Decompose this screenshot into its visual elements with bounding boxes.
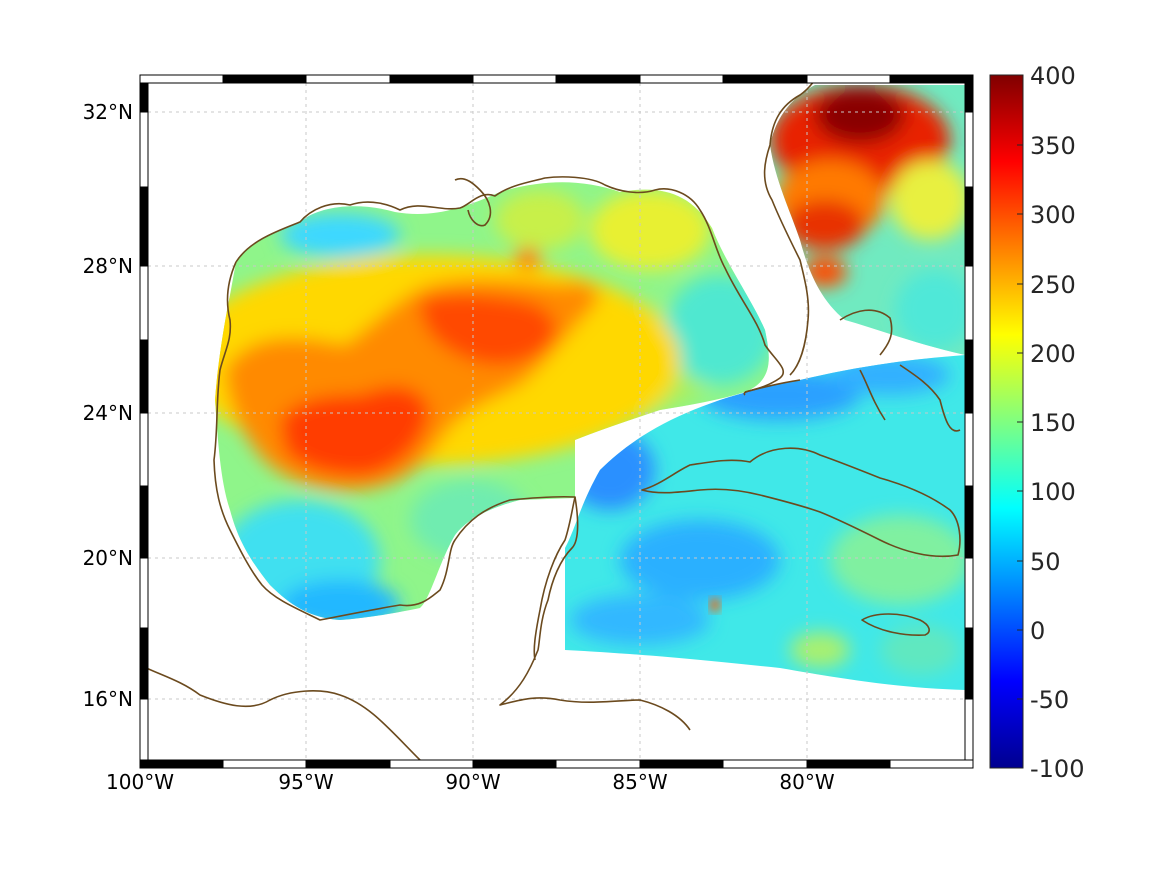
- lat-label: 16°N: [83, 687, 133, 711]
- colorbar-tick-label: 100: [1030, 478, 1076, 506]
- colorbar-tick-label: 0: [1030, 617, 1045, 645]
- lat-label: 32°N: [83, 100, 133, 124]
- coastline-gulf-us-mexico: [235, 176, 785, 396]
- coastline-florida-east: [763, 83, 814, 376]
- lat-label: 24°N: [83, 401, 133, 425]
- coastline-yucatan: [533, 496, 576, 661]
- lon-label: 90°W: [445, 770, 500, 794]
- coastlines: [148, 83, 961, 760]
- coastline-keys: [744, 379, 801, 393]
- gulf-data-field: [215, 182, 769, 620]
- colorbar: 400 350 300 250 200 150 100 50 0 -50 -10…: [989, 62, 1084, 783]
- colorbar-tick-label: -50: [1030, 686, 1069, 714]
- coastline-cuba: [641, 447, 961, 558]
- lon-label: 95°W: [278, 770, 333, 794]
- lon-label: 100°W: [106, 770, 174, 794]
- colorbar-tick-label: 250: [1030, 271, 1076, 299]
- colorbar-tick-label: 150: [1030, 409, 1076, 437]
- colorbar-tick-label: 300: [1030, 201, 1076, 229]
- map-frame: [139, 74, 974, 769]
- coastline-bahamas: [839, 309, 961, 432]
- colorbar-tick-label: 400: [1030, 62, 1076, 90]
- lon-label: 80°W: [779, 770, 834, 794]
- coastline-mississippi-delta: [454, 177, 492, 227]
- coastline-mexico-west: [213, 261, 691, 731]
- longitude-labels: 100°W 95°W 90°W 85°W 80°W: [106, 770, 835, 794]
- coastline-central-america: [148, 667, 421, 760]
- coastline-jamaica: [861, 613, 930, 636]
- colorbar-tick-label: 50: [1030, 548, 1061, 576]
- colorbar-tick-label: 350: [1030, 132, 1076, 160]
- lat-label: 28°N: [83, 254, 133, 278]
- lat-label: 20°N: [83, 546, 133, 570]
- colorbar-tick-label: -100: [1030, 755, 1084, 783]
- colorbar-tick-label: 200: [1030, 340, 1076, 368]
- graticule: [148, 83, 965, 760]
- latitude-labels: 32°N 28°N 24°N 20°N 16°N: [83, 100, 133, 711]
- lon-label: 85°W: [612, 770, 667, 794]
